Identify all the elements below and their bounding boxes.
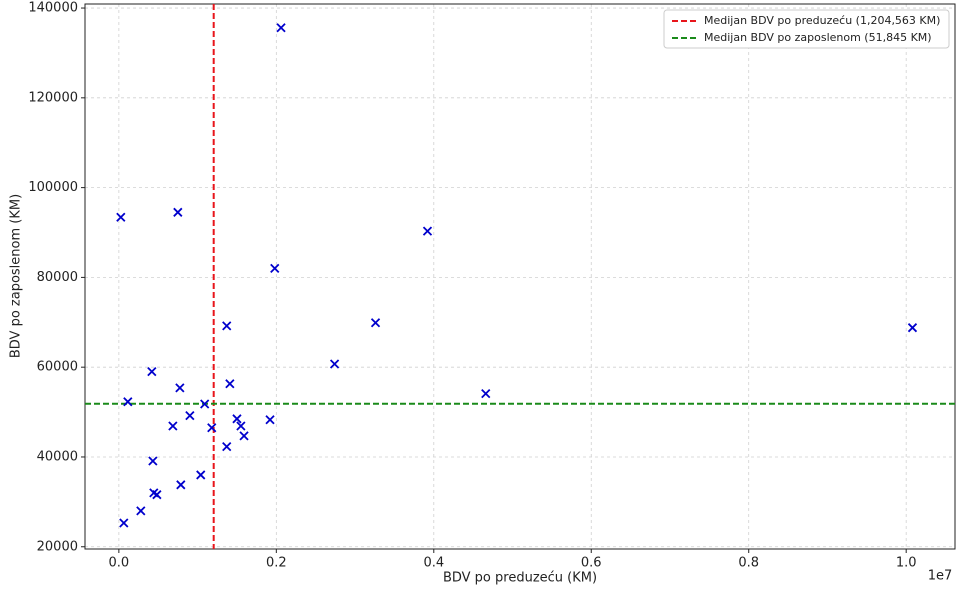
- point: [236, 421, 246, 431]
- y-tick-label: 60000: [37, 360, 78, 375]
- point: [176, 480, 186, 490]
- x-tick-label: 0.4: [423, 556, 444, 571]
- x-tick-label: 1.0: [896, 556, 917, 571]
- point: [222, 442, 232, 452]
- point: [370, 318, 381, 328]
- point: [265, 415, 275, 425]
- point: [276, 23, 286, 33]
- point: [196, 470, 206, 480]
- point: [422, 226, 433, 236]
- y-axis-label: BDV po zaposlenom (KM): [9, 194, 24, 358]
- point: [222, 321, 232, 331]
- x-offset-label: 1e7: [928, 569, 953, 584]
- point: [185, 411, 195, 421]
- legend-label: Medijan BDV po preduzeću (1,204,563 KM): [704, 14, 940, 27]
- point: [152, 490, 162, 500]
- point: [116, 212, 126, 222]
- y-tick-label: 120000: [28, 90, 78, 105]
- y-tick-label: 140000: [28, 1, 78, 16]
- x-tick-label: 0.6: [581, 556, 602, 571]
- point: [239, 431, 249, 441]
- plot-frame: [84, 3, 956, 550]
- point: [123, 397, 133, 407]
- point: [148, 456, 158, 466]
- x-tick-label: 0.2: [266, 556, 287, 571]
- x-tick-label: 0.0: [109, 556, 130, 571]
- y-tick-label: 40000: [37, 449, 78, 464]
- legend-box: [663, 9, 950, 49]
- point: [329, 359, 340, 369]
- point: [270, 263, 280, 274]
- point: [907, 323, 918, 333]
- point: [200, 399, 210, 409]
- x-tick-label: 0.8: [738, 556, 759, 571]
- y-tick-label: 80000: [37, 270, 78, 285]
- point: [481, 389, 491, 399]
- point: [175, 383, 185, 393]
- point: [173, 207, 183, 217]
- point: [168, 421, 178, 431]
- point: [136, 506, 146, 516]
- point: [119, 518, 129, 528]
- point: [232, 414, 242, 424]
- x-axis-label: BDV po preduzeću (KM): [443, 571, 597, 586]
- legend-label: Medijan BDV po zaposlenom (51,845 KM): [704, 31, 932, 44]
- point: [147, 367, 157, 377]
- y-tick-label: 100000: [28, 180, 78, 195]
- y-tick-label: 20000: [37, 539, 78, 554]
- point: [225, 379, 235, 389]
- point: [207, 423, 217, 433]
